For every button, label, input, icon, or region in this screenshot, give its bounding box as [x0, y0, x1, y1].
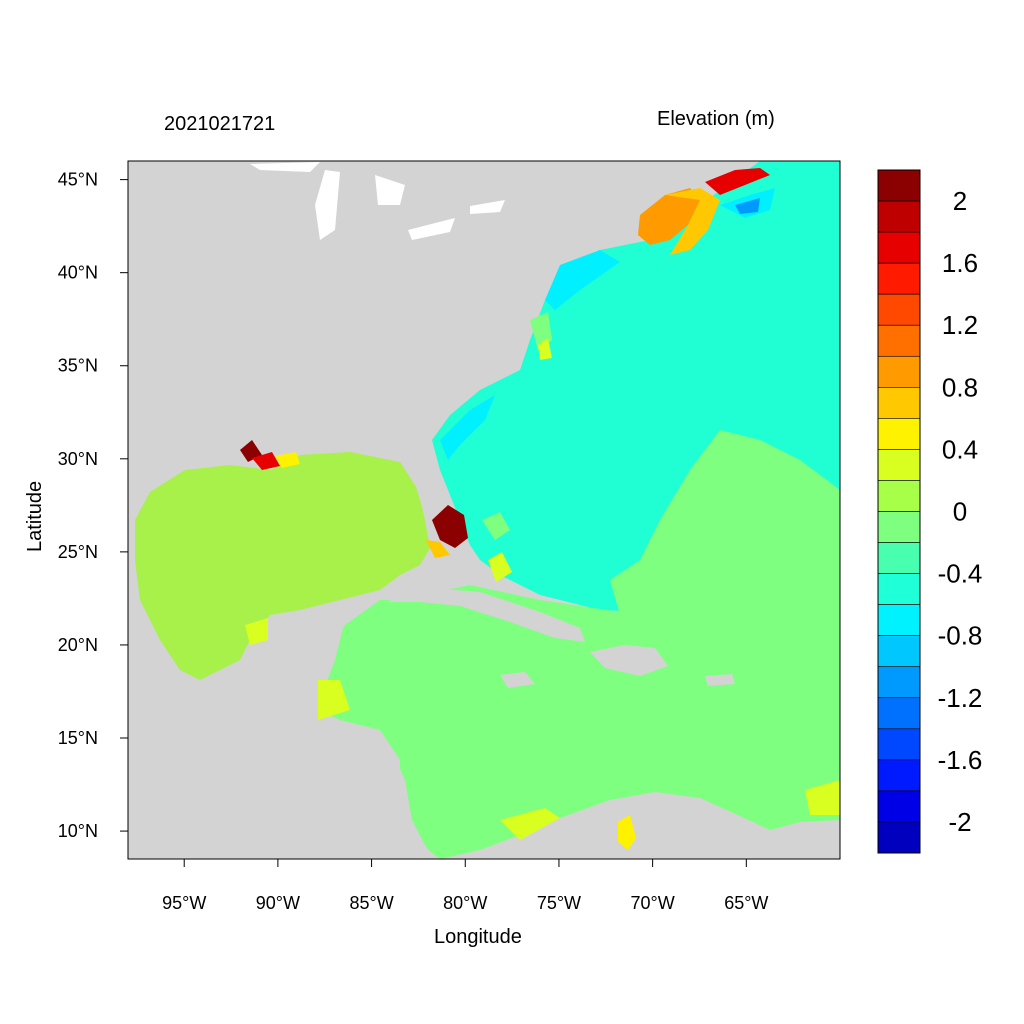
- campeche-coastal: [245, 618, 268, 645]
- plot-frame: [127, 160, 841, 860]
- colorbar-swatch: [877, 231, 921, 264]
- date-label: 2021021721: [164, 113, 276, 135]
- x-axis-title: Longitude: [434, 926, 522, 948]
- colorbar-label: 1.6: [942, 248, 978, 278]
- y-tick-label: 30°N: [58, 449, 98, 469]
- colorbar-swatch: [877, 666, 921, 699]
- gulf-of-maine-orange: [638, 188, 700, 245]
- lake-superior: [250, 162, 320, 172]
- florida-high-surge: [432, 505, 468, 548]
- x-tick-label: 80°W: [443, 893, 487, 913]
- venezuela-coastal: [500, 808, 560, 840]
- colorbar-label: 0.4: [942, 434, 978, 464]
- colorbar-swatch: [877, 293, 921, 326]
- colorbar-label: -1.6: [938, 745, 983, 775]
- cuba-land: [385, 588, 585, 642]
- y-tick-label: 10°N: [58, 821, 98, 841]
- colorbar-swatch: [877, 169, 921, 202]
- y-tick-label: 40°N: [58, 263, 98, 283]
- central-america-land: [128, 690, 435, 859]
- louisiana-yellow-surge: [275, 452, 300, 468]
- honduras-coastal: [318, 680, 350, 720]
- map-plot-area: [128, 161, 840, 859]
- colorbar-label: -0.4: [938, 559, 983, 589]
- x-tick-label: 65°W: [724, 893, 768, 913]
- colorbar-swatch: [877, 449, 921, 481]
- colorbar-swatch: [877, 821, 921, 854]
- lake-maracaibo: [618, 815, 636, 850]
- bahamas-bank-yellow: [488, 552, 512, 582]
- bay-of-fundy-red: [705, 168, 770, 195]
- colorbar-swatch: [877, 697, 921, 730]
- louisiana-high-surge: [240, 440, 262, 462]
- colorbar-swatch: [877, 200, 921, 233]
- lake-ontario: [470, 200, 505, 214]
- colorbar-label: 2: [953, 186, 967, 216]
- x-tick-label: 90°W: [256, 893, 300, 913]
- outer-banks-yellow: [538, 338, 552, 360]
- gulf-of-maine-yellow: [665, 188, 720, 255]
- lake-huron: [375, 175, 405, 205]
- y-tick-label: 45°N: [58, 170, 98, 190]
- variable-label: Elevation (m): [657, 108, 775, 130]
- colorbar-swatch: [877, 604, 921, 636]
- x-tick-label: 85°W: [349, 893, 393, 913]
- lake-michigan: [315, 170, 340, 240]
- carolina-coastal-band: [440, 395, 495, 460]
- mid-atlantic-coastal-band: [545, 250, 620, 310]
- southeast-open-ocean: [610, 430, 840, 615]
- axis-ticks: 95°W 90°W 85°W 80°W 75°W 70°W 65°W 45°N 40°N 35°N…: [58, 170, 769, 913]
- y-tick-label: 15°N: [58, 728, 98, 748]
- colorbar-swatch: [877, 759, 921, 792]
- hispaniola-land: [590, 645, 668, 676]
- x-tick-label: 95°W: [162, 893, 206, 913]
- colorbar-swatch: [877, 418, 921, 450]
- colorbar-label: -2: [948, 807, 971, 837]
- colorbar-swatch: [877, 511, 921, 543]
- nova-scotia-blue: [735, 198, 760, 214]
- jamaica-land: [500, 672, 535, 688]
- south-america-land: [440, 792, 840, 859]
- colorbar-swatch: [877, 262, 921, 295]
- colorbar-label: 0.8: [942, 372, 978, 402]
- y-tick-label: 25°N: [58, 542, 98, 562]
- colorbar-label: -0.8: [938, 621, 983, 651]
- colorbar-swatch: [877, 542, 921, 574]
- gulf-of-mexico: [135, 452, 430, 680]
- colorbar-swatch: [877, 355, 921, 388]
- puerto-rico-land: [705, 674, 735, 686]
- x-tick-label: 75°W: [537, 893, 581, 913]
- louisiana-red-surge: [252, 452, 280, 470]
- colorbar: 2 1.6 1.2 0.8 0.4 0 -0.4 -0.8 -1.2 -1.6 -2: [877, 169, 983, 854]
- caribbean-sea: [318, 585, 840, 859]
- colorbar-label: -1.2: [938, 683, 983, 713]
- colorbar-swatch: [877, 387, 921, 419]
- lesser-antilles-coastal: [805, 780, 840, 815]
- colorbar-swatch: [877, 480, 921, 512]
- colorbar-frame: [877, 169, 921, 854]
- colorbar-swatch: [877, 728, 921, 761]
- colorbar-swatch: [877, 790, 921, 823]
- florida-orange-surge: [426, 540, 450, 558]
- colorbar-label: 1.2: [942, 310, 978, 340]
- lake-erie: [408, 218, 455, 240]
- y-tick-label: 35°N: [58, 356, 98, 376]
- colorbar-swatch: [877, 635, 921, 668]
- bahamas-bank-green: [482, 512, 510, 540]
- colorbar-swatch: [877, 573, 921, 605]
- colorbar-swatch: [877, 324, 921, 357]
- y-tick-label: 20°N: [58, 635, 98, 655]
- colorbar-label: 0: [953, 497, 967, 527]
- x-tick-label: 70°W: [631, 893, 675, 913]
